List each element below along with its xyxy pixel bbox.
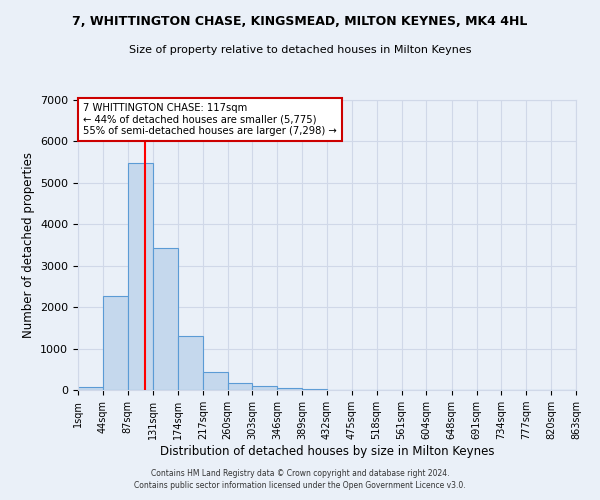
Y-axis label: Number of detached properties: Number of detached properties — [22, 152, 35, 338]
Bar — [203, 372, 227, 390]
Bar — [103, 296, 128, 390]
Bar — [253, 386, 277, 390]
Bar — [78, 387, 103, 390]
Bar — [227, 384, 253, 390]
Text: 7, WHITTINGTON CHASE, KINGSMEAD, MILTON KEYNES, MK4 4HL: 7, WHITTINGTON CHASE, KINGSMEAD, MILTON … — [73, 15, 527, 28]
Text: Size of property relative to detached houses in Milton Keynes: Size of property relative to detached ho… — [129, 45, 471, 55]
Bar — [302, 389, 327, 390]
Text: 7 WHITTINGTON CHASE: 117sqm
← 44% of detached houses are smaller (5,775)
55% of : 7 WHITTINGTON CHASE: 117sqm ← 44% of det… — [83, 103, 337, 136]
Bar — [277, 388, 302, 390]
X-axis label: Distribution of detached houses by size in Milton Keynes: Distribution of detached houses by size … — [160, 445, 494, 458]
Bar — [178, 336, 203, 390]
Text: Contains public sector information licensed under the Open Government Licence v3: Contains public sector information licen… — [134, 481, 466, 490]
Bar — [128, 163, 153, 390]
Bar — [153, 248, 178, 390]
Text: Contains HM Land Registry data © Crown copyright and database right 2024.: Contains HM Land Registry data © Crown c… — [151, 468, 449, 477]
